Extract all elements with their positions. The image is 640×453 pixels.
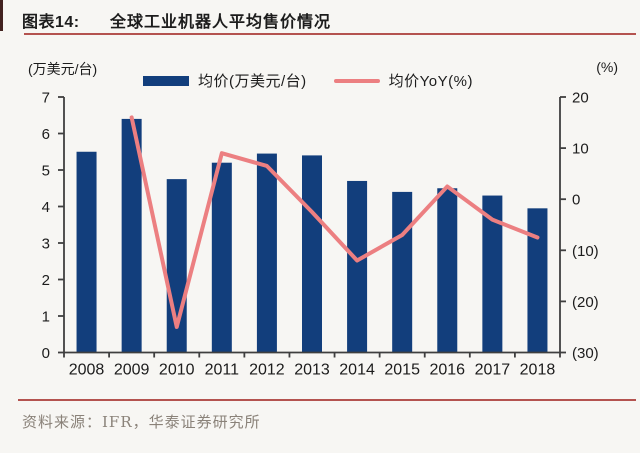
title-underline (24, 33, 636, 35)
year-label-2011: 2011 (205, 362, 240, 379)
year-label-2009: 2009 (114, 362, 150, 379)
left-tick-label-2: 2 (42, 272, 50, 289)
year-label-2016: 2016 (429, 362, 465, 379)
year-label-2012: 2012 (249, 362, 285, 379)
left-axis-unit-label: (万美元/台) (28, 61, 98, 77)
legend-bar-label: 均价(万美元/台) (198, 73, 307, 90)
bar-2012 (256, 153, 277, 353)
year-label-2013: 2013 (294, 362, 330, 379)
legend-line-swatch-icon (333, 78, 380, 83)
right-tick-label-10: 10 (572, 141, 589, 158)
bar-2011 (211, 162, 232, 353)
bar-2013 (302, 155, 322, 353)
year-label-2018: 2018 (520, 362, 556, 379)
bar-2016 (437, 188, 458, 353)
source-note: 资料来源：IFR，华泰证券研究所 (22, 413, 261, 431)
footer-rule (18, 399, 636, 401)
bar-2009 (121, 118, 142, 353)
year-label-2017: 2017 (475, 362, 511, 379)
left-tick-label-5: 5 (42, 163, 50, 180)
left-tick-label-3: 3 (42, 236, 50, 253)
year-label-2008: 2008 (69, 362, 105, 379)
right-tick-label--30: (30) (572, 345, 599, 362)
figure-number-label: 图表14: (22, 14, 80, 31)
bar-2014 (347, 180, 368, 353)
left-tick-label-7: 7 (42, 90, 50, 107)
right-tick-label--10: (10) (572, 243, 599, 260)
year-label-2014: 2014 (339, 362, 375, 379)
bar-2008 (76, 151, 97, 353)
page-accent-strip (0, 0, 3, 31)
left-tick-label-1: 1 (42, 309, 50, 326)
left-tick-label-6: 6 (42, 126, 50, 143)
right-axis-unit-label: (%) (596, 59, 618, 75)
legend-bar-swatch-icon (143, 75, 189, 86)
left-tick-label-0: 0 (42, 345, 50, 362)
year-label-2015: 2015 (384, 362, 420, 379)
year-label-2010: 2010 (159, 362, 195, 379)
right-tick-label-20: 20 (572, 90, 589, 107)
chart-legend: 均价(万美元/台) 均价YoY(%) (143, 70, 473, 91)
bar-2015 (392, 191, 413, 353)
left-tick-label-4: 4 (42, 199, 50, 216)
yoy-line (129, 115, 540, 329)
bar-2018 (527, 208, 548, 353)
page-title: 全球工业机器人平均售价情况 (110, 14, 332, 31)
right-tick-label--20: (20) (572, 294, 599, 311)
legend-line-label: 均价YoY(%) (388, 73, 473, 90)
right-tick-label-0: 0 (572, 192, 580, 209)
bar-2017 (482, 195, 503, 353)
